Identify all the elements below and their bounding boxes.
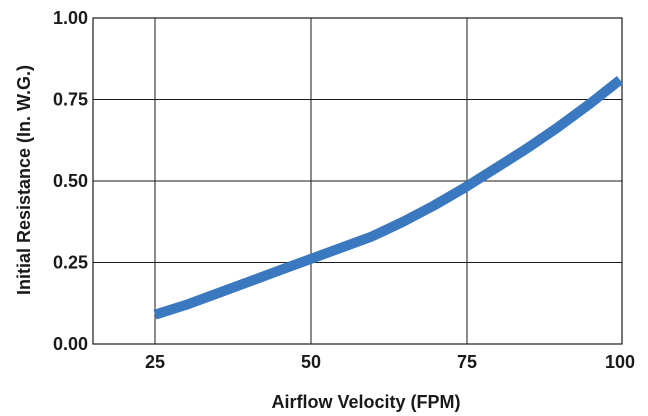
x-axis-title: Airflow Velocity (FPM): [271, 392, 460, 412]
y-axis-title: Initial Resistance (In. W.G.): [14, 65, 34, 295]
plot-frame: [92, 17, 623, 345]
x-axis-ticks: 25 50 75 100: [145, 352, 635, 372]
x-tick-label: 25: [145, 352, 165, 372]
y-tick-label: 0.75: [53, 90, 88, 110]
x-tick-label: 75: [457, 352, 477, 372]
y-tick-label: 0.50: [53, 171, 88, 191]
resistance-curve: [153, 75, 624, 320]
grid-lines: [93, 18, 622, 344]
y-tick-label: 0.25: [53, 253, 88, 273]
y-axis-ticks: 0.00 0.25 0.50 0.75 1.00: [53, 8, 88, 354]
y-tick-label: 1.00: [53, 8, 88, 28]
x-tick-label: 100: [605, 352, 635, 372]
x-tick-label: 50: [301, 352, 321, 372]
y-tick-label: 0.00: [53, 334, 88, 354]
